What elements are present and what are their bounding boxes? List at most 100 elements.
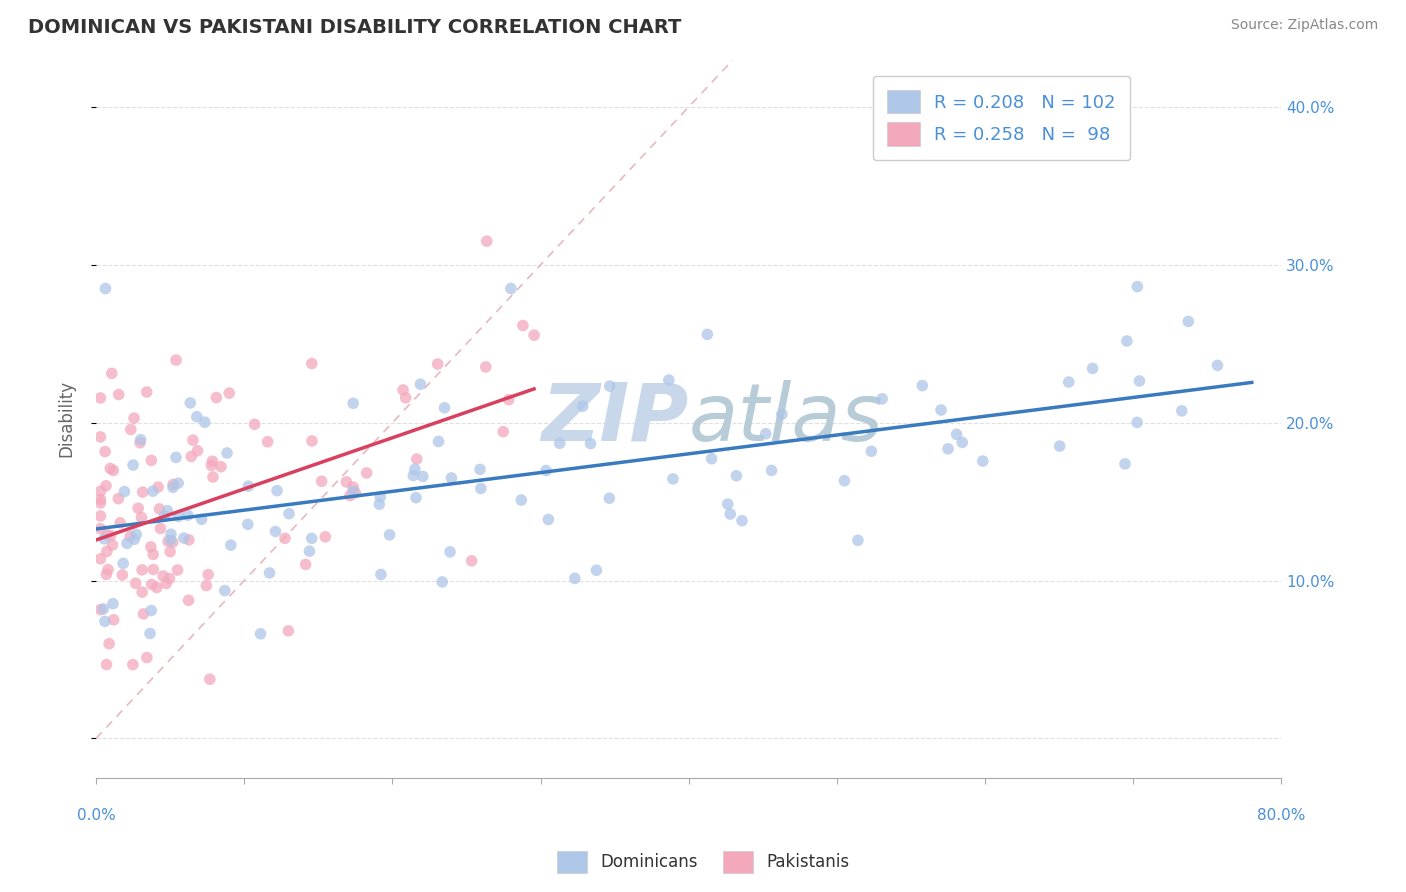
Point [301,434,323,448]
Point [149,521,172,535]
Point [96,528,118,542]
Point [89,522,111,536]
Point [266,483,288,498]
Point [1115,334,1137,348]
Point [217,446,239,460]
Point [1206,359,1229,373]
Point [120,529,142,543]
Point [166,563,188,577]
Point [98,461,121,475]
Point [761,463,783,477]
Point [475,234,498,248]
Point [89,508,111,523]
Point [534,464,557,478]
Point [94,444,117,458]
Point [1081,361,1104,376]
Point [294,558,316,572]
Point [658,373,681,387]
Point [180,450,202,464]
Point [404,462,426,476]
Point [344,485,367,500]
Point [219,538,242,552]
Point [167,476,190,491]
Point [141,603,163,617]
Point [190,512,212,526]
Point [94,479,117,493]
Point [89,551,111,566]
Point [243,417,266,432]
Text: DOMINICAN VS PAKISTANI DISABILITY CORRELATION CHART: DOMINICAN VS PAKISTANI DISABILITY CORREL… [28,18,682,37]
Point [98,637,121,651]
Point [929,403,952,417]
Point [195,578,218,592]
Point [860,444,883,458]
Point [129,433,152,447]
Point [177,593,200,607]
Point [97,563,120,577]
Point [93,602,115,616]
Point [179,396,201,410]
Point [139,540,162,554]
Point [200,458,222,473]
Point [499,281,522,295]
Point [342,396,364,410]
Point [548,436,571,450]
Text: 80.0%: 80.0% [1257,808,1306,823]
Point [121,657,143,672]
Point [127,501,149,516]
Point [356,466,378,480]
Point [177,533,200,547]
Point [264,524,287,539]
Point [114,484,136,499]
Point [122,411,145,425]
Point [89,492,111,507]
Point [89,602,111,616]
Point [440,471,463,485]
Point [433,401,456,415]
Y-axis label: Disability: Disability [58,380,75,458]
Point [159,572,181,586]
Point [368,490,391,504]
Point [94,281,117,295]
Point [846,533,869,548]
Point [770,407,793,421]
Point [314,530,336,544]
Point [89,391,111,405]
Point [238,479,260,493]
Point [474,359,496,374]
Point [911,378,934,392]
Point [427,434,450,449]
Point [103,463,125,477]
Point [311,474,333,488]
Point [571,399,593,413]
Point [492,425,515,439]
Point [298,544,321,558]
Point [1057,375,1080,389]
Point [135,384,157,399]
Point [165,450,187,465]
Point [249,627,271,641]
Point [160,527,183,541]
Point [214,583,236,598]
Point [201,454,224,468]
Point [378,528,401,542]
Point [159,533,181,548]
Point [409,377,432,392]
Point [834,474,856,488]
Point [301,532,323,546]
Point [950,435,973,450]
Point [89,430,111,444]
Point [339,489,361,503]
Point [167,509,190,524]
Point [598,491,620,506]
Point [205,391,228,405]
Point [165,353,187,368]
Point [129,435,152,450]
Point [579,436,602,450]
Point [120,422,142,436]
Point [278,507,301,521]
Point [157,534,180,549]
Point [101,367,124,381]
Point [110,516,132,530]
Point [564,571,586,585]
